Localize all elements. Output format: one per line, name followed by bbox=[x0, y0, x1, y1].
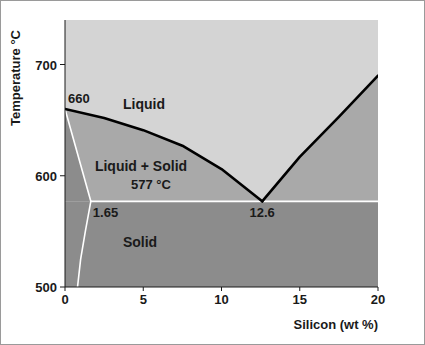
annotation: 12.6 bbox=[250, 205, 275, 220]
phase-boundary-line bbox=[78, 201, 91, 287]
y-axis-label: Temperature °C bbox=[8, 29, 23, 126]
x-tick bbox=[299, 287, 300, 291]
y-tick bbox=[60, 64, 65, 65]
y-tick-label: 600 bbox=[35, 169, 57, 184]
region-liquid bbox=[65, 20, 378, 287]
region-label: Liquid bbox=[123, 96, 165, 112]
x-tick bbox=[221, 287, 222, 291]
x-tick bbox=[378, 287, 379, 291]
y-tick-label: 500 bbox=[35, 280, 57, 295]
x-tick-label: 0 bbox=[61, 292, 68, 307]
x-axis-label: Silicon (wt %) bbox=[294, 317, 379, 332]
y-tick bbox=[60, 175, 65, 176]
phase-boundary-line bbox=[91, 201, 378, 203]
region-alpha-solid bbox=[65, 109, 91, 201]
y-tick-label: 700 bbox=[35, 58, 57, 73]
x-tick-label: 5 bbox=[140, 292, 147, 307]
annotation: 660 bbox=[68, 91, 90, 106]
annotation: 577 °C bbox=[131, 177, 172, 192]
region-liquid-solid bbox=[65, 76, 378, 202]
outer-frame bbox=[1, 1, 425, 345]
chart: 500 600 700 0 5 10 15 20 Temperature °C Silicon (… bbox=[0, 0, 425, 345]
annotation: 1.65 bbox=[93, 205, 118, 220]
region-label: Solid bbox=[123, 234, 157, 250]
x-tick bbox=[143, 287, 144, 291]
liquidus-line bbox=[262, 76, 378, 202]
y-axis-line bbox=[65, 20, 66, 287]
liquidus-line bbox=[65, 109, 262, 201]
y-tick bbox=[60, 287, 65, 288]
plot-area bbox=[65, 20, 378, 287]
x-tick-label: 10 bbox=[214, 292, 228, 307]
region-solid bbox=[65, 201, 378, 287]
x-tick-label: 15 bbox=[293, 292, 307, 307]
phase-boundary-line bbox=[65, 109, 91, 201]
x-tick bbox=[65, 287, 66, 291]
region-label: Liquid + Solid bbox=[95, 158, 187, 174]
x-tick-label: 20 bbox=[371, 292, 385, 307]
